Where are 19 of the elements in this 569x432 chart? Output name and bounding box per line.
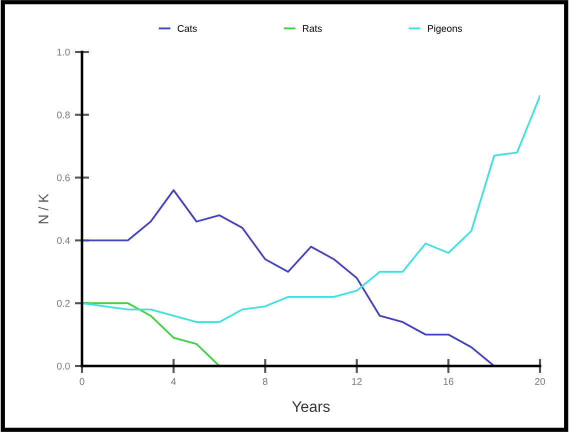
x-tick-label: 0 [80,378,84,385]
y-tick-label: 0.2 [57,300,70,307]
y-tick-label: 1.0 [57,48,70,56]
x-tick-label: 16 [444,378,454,385]
x-tick-label: 20 [535,378,546,385]
y-tick-label: 0.4 [57,237,70,244]
legend-label: Cats [178,25,197,32]
y-tick-label: 0.6 [57,174,70,182]
legend-label: Rats [302,25,322,32]
x-tick-label: 8 [262,378,268,385]
y-tick-label: 0.0 [57,362,70,370]
legend-label: Pigeons [428,24,462,34]
x-axis-title: Years [292,401,330,412]
x-tick-label: 12 [352,378,362,385]
y-axis-title: N / K [38,194,48,224]
line-series [82,95,540,323]
line-series [82,189,496,366]
x-tick-label: 4 [171,378,176,385]
y-tick-label: 0.8 [57,112,70,118]
